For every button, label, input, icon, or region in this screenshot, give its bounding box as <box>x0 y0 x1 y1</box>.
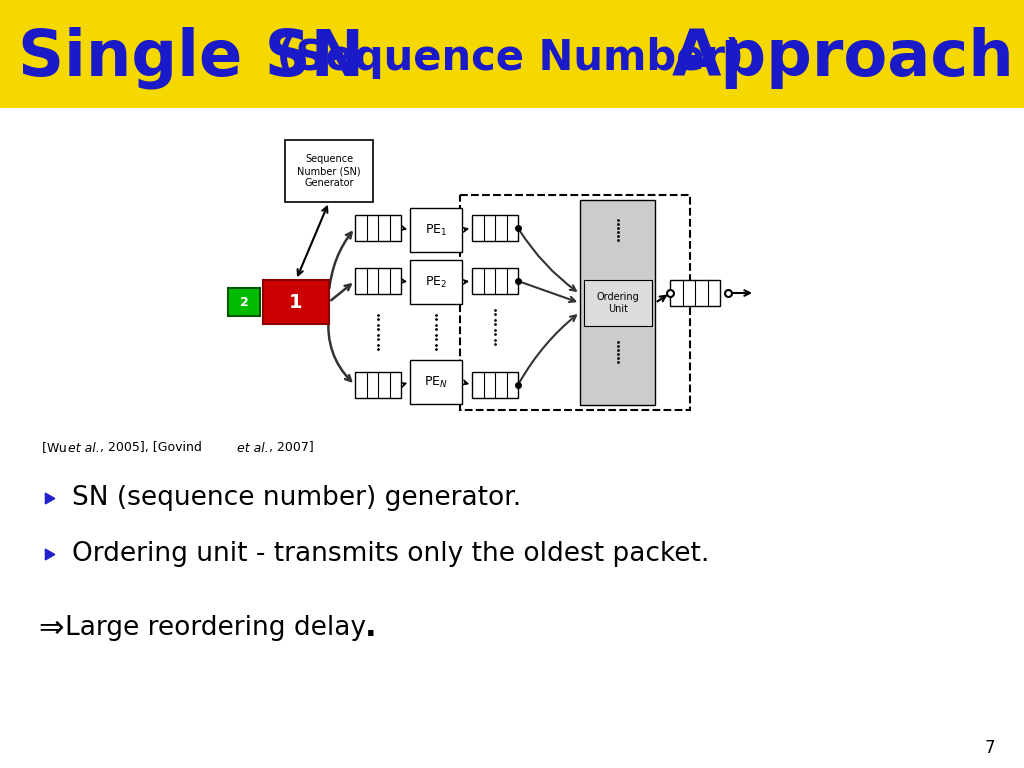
Bar <box>410 260 462 304</box>
Text: Ordering unit - transmits only the oldest packet.: Ordering unit - transmits only the oldes… <box>72 541 710 567</box>
Text: .: . <box>365 614 377 643</box>
Bar <box>472 268 518 294</box>
Bar <box>584 280 652 326</box>
Bar <box>355 268 401 294</box>
Text: [Wu: [Wu <box>42 442 71 455</box>
Text: ⇒: ⇒ <box>38 614 63 643</box>
Text: 1: 1 <box>289 293 303 312</box>
Text: PE$_N$: PE$_N$ <box>424 375 447 389</box>
Bar <box>460 195 690 410</box>
Bar <box>0 0 1024 108</box>
Text: et al.: et al. <box>68 442 99 455</box>
Text: Large reordering delay: Large reordering delay <box>65 615 366 641</box>
Text: Sequence
Number (SN)
Generator: Sequence Number (SN) Generator <box>297 154 360 187</box>
Text: Ordering
Unit: Ordering Unit <box>597 292 639 314</box>
Bar <box>355 372 401 398</box>
Text: 7: 7 <box>984 739 995 757</box>
Text: 2: 2 <box>240 296 249 309</box>
Text: Single SN: Single SN <box>18 27 365 89</box>
Bar <box>285 140 373 202</box>
Bar <box>228 288 260 316</box>
Text: Approach: Approach <box>672 27 1015 89</box>
Bar <box>410 208 462 252</box>
Bar <box>472 215 518 241</box>
Bar <box>410 360 462 404</box>
Text: , 2007]: , 2007] <box>269 442 313 455</box>
Text: , 2005], [Govind: , 2005], [Govind <box>100 442 206 455</box>
Bar <box>263 280 329 324</box>
Text: PE$_1$: PE$_1$ <box>425 223 447 237</box>
Text: SN (sequence number) generator.: SN (sequence number) generator. <box>72 485 521 511</box>
Bar <box>355 215 401 241</box>
Text: (Sequence Number): (Sequence Number) <box>262 37 759 79</box>
Bar <box>472 372 518 398</box>
Text: PE$_2$: PE$_2$ <box>425 274 447 290</box>
Text: et al.: et al. <box>237 442 268 455</box>
Bar <box>580 200 655 405</box>
Bar <box>670 280 720 306</box>
